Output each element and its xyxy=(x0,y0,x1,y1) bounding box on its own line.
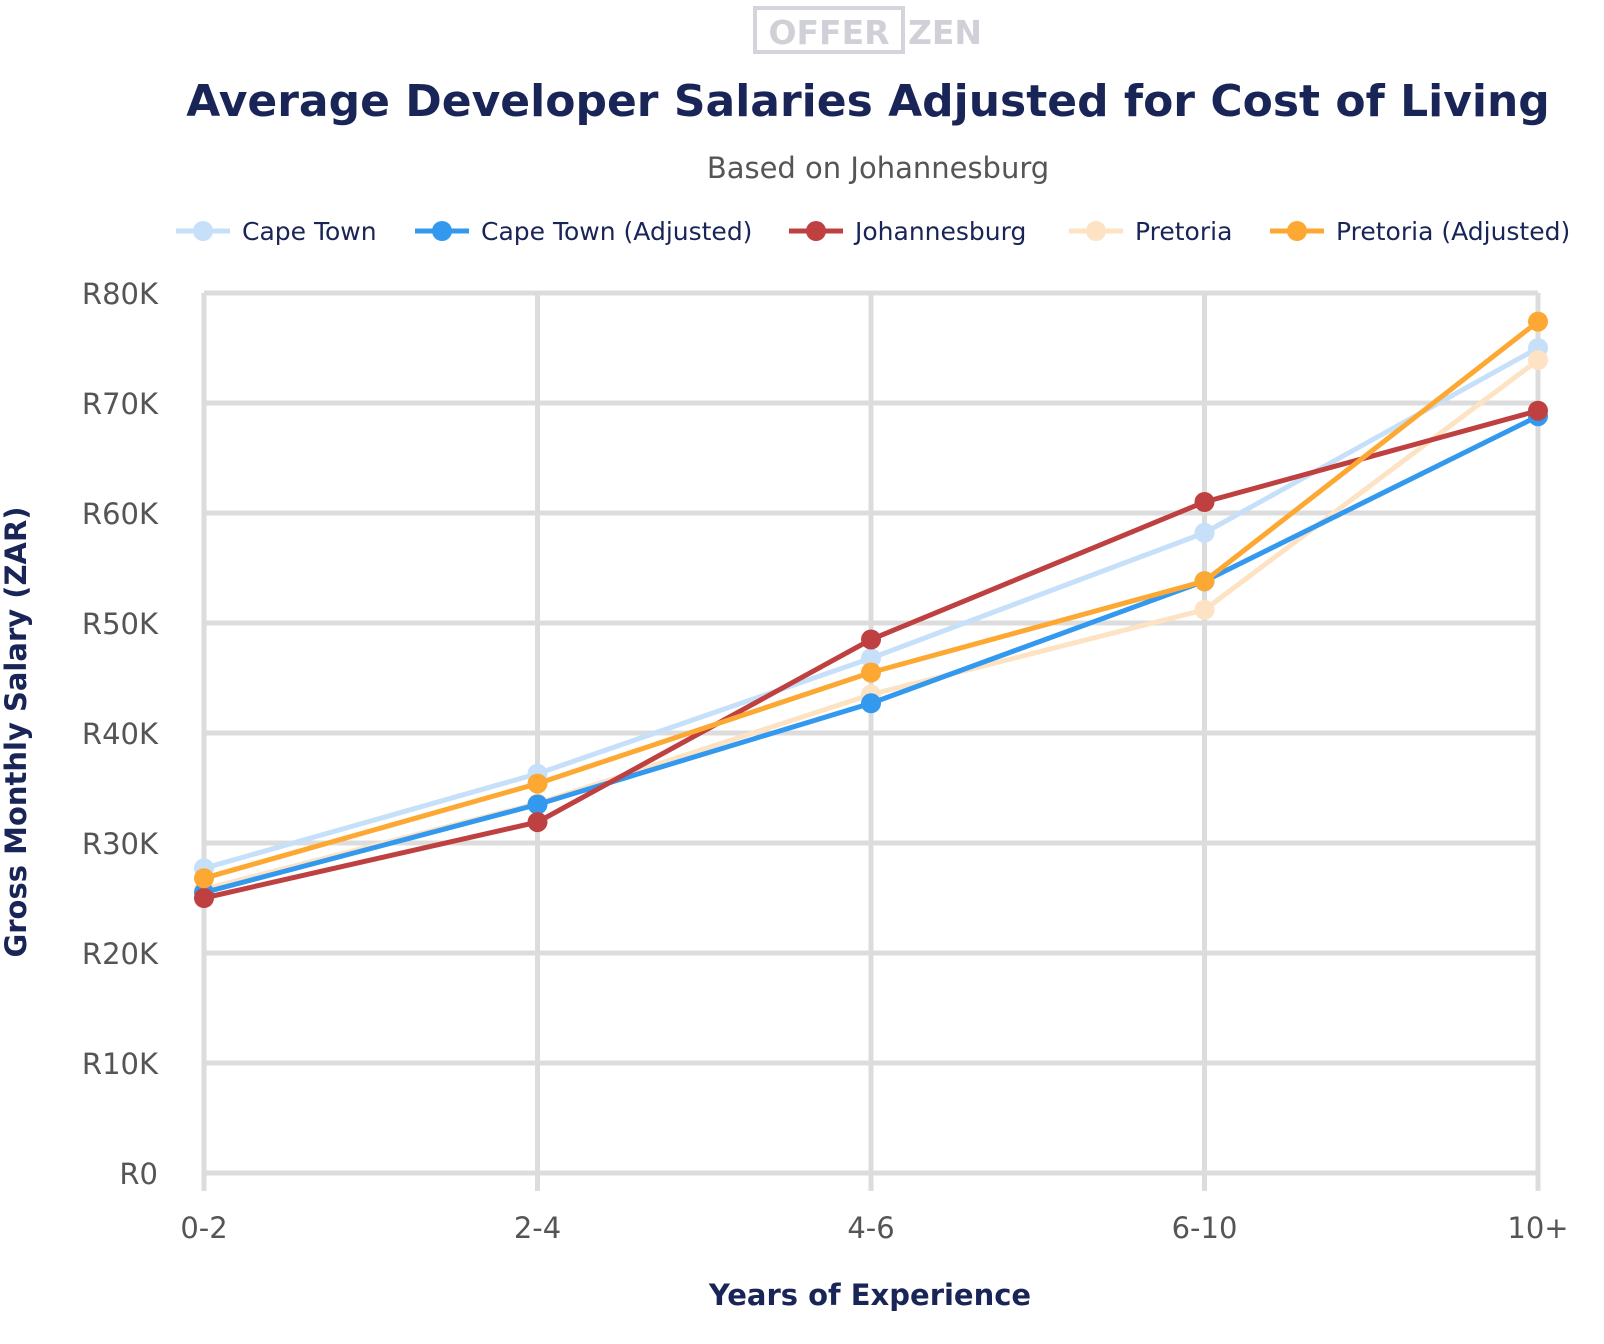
legend: Cape Town Cape Town (Adjusted) Johannesbur… xyxy=(176,217,1570,246)
legend-swatch-dot xyxy=(193,221,213,241)
data-point xyxy=(861,693,881,714)
data-point xyxy=(1528,350,1548,371)
legend-item: Pretoria xyxy=(1069,217,1232,246)
chart-subtitle: Based on Johannesburg xyxy=(707,151,1049,185)
legend-label: Pretoria (Adjusted) xyxy=(1336,217,1570,246)
data-point xyxy=(861,662,881,683)
logo: OFFER ZEN xyxy=(753,6,982,54)
legend-item: Johannesburg xyxy=(789,217,1026,246)
data-point xyxy=(1528,311,1548,332)
data-point xyxy=(1528,400,1548,421)
y-tick-label: R0 xyxy=(119,1157,158,1191)
y-tick-label: R60K xyxy=(82,497,159,531)
grid xyxy=(201,290,1541,1191)
data-point xyxy=(527,794,548,815)
legend-label: Cape Town (Adjusted) xyxy=(481,217,752,246)
series-johannesburg xyxy=(194,400,1548,908)
legend-item: Cape Town xyxy=(176,217,377,246)
data-point xyxy=(194,868,214,889)
data-point xyxy=(1194,492,1215,512)
legend-label: Pretoria xyxy=(1135,217,1232,246)
x-axis-ticks: 0-2 2-4 4-6 6-10 10+ xyxy=(180,1211,1568,1245)
x-tick-label: 6-10 xyxy=(1172,1211,1238,1245)
data-point xyxy=(861,629,881,650)
y-axis-ticks: R0 R10K R20K R30K R40K R50K R60K R70K R80K xyxy=(82,277,159,1191)
legend-swatch-dot xyxy=(1287,221,1307,241)
chart-title: Average Developer Salaries Adjusted for … xyxy=(186,76,1550,127)
legend-item: Pretoria (Adjusted) xyxy=(1270,217,1570,246)
y-tick-label: R80K xyxy=(82,277,159,311)
y-tick-label: R20K xyxy=(82,937,159,971)
x-axis-label: Years of Experience xyxy=(708,1278,1031,1312)
logo-text-right: ZEN xyxy=(908,13,982,52)
data-point xyxy=(527,773,548,794)
legend-swatch-dot xyxy=(432,221,452,241)
x-tick-label: 10+ xyxy=(1507,1211,1568,1245)
legend-item: Cape Town (Adjusted) xyxy=(415,217,752,246)
x-tick-label: 4-6 xyxy=(847,1211,894,1245)
series-pretoria-adjusted xyxy=(194,311,1548,889)
legend-label: Cape Town xyxy=(242,217,377,246)
y-tick-label: R40K xyxy=(82,717,159,751)
y-tick-label: R30K xyxy=(82,827,159,861)
data-point xyxy=(194,888,214,908)
data-point xyxy=(1194,571,1215,592)
legend-swatch-dot xyxy=(1086,221,1106,241)
y-axis-label: Gross Monthly Salary (ZAR) xyxy=(0,506,33,957)
x-tick-label: 0-2 xyxy=(180,1211,227,1245)
legend-swatch-dot xyxy=(806,221,826,241)
series-lines xyxy=(194,311,1548,908)
y-tick-label: R70K xyxy=(82,387,159,421)
x-tick-label: 2-4 xyxy=(514,1211,561,1245)
data-point xyxy=(1194,522,1215,543)
logo-text-left: OFFER xyxy=(768,13,889,52)
y-tick-label: R10K xyxy=(82,1047,159,1081)
data-point xyxy=(1194,599,1215,620)
data-point xyxy=(527,812,548,833)
legend-label: Johannesburg xyxy=(853,217,1026,246)
y-tick-label: R50K xyxy=(82,607,159,641)
data-point xyxy=(861,648,881,669)
